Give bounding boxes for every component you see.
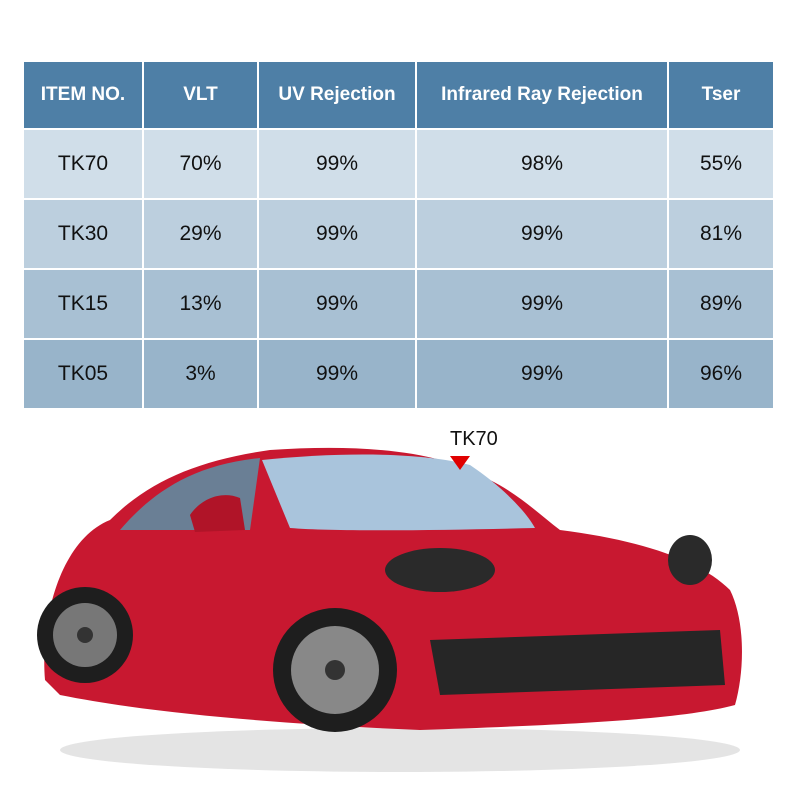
header-cell: Tser <box>667 60 775 130</box>
tint-label: TK70 <box>450 428 498 450</box>
table-cell: 96% <box>667 338 775 410</box>
table-cell: TK15 <box>22 268 144 340</box>
table-cell: 99% <box>257 198 417 270</box>
table-cell: 99% <box>257 268 417 340</box>
table-cell: 99% <box>415 268 669 340</box>
table-row: TK15 13% 99% 99% 89% <box>22 268 775 340</box>
header-cell: UV Rejection <box>257 60 417 130</box>
table-cell: 99% <box>415 338 669 410</box>
table-cell: 99% <box>257 338 417 410</box>
table-cell: 81% <box>667 198 775 270</box>
table-cell: 98% <box>415 128 669 200</box>
car-image <box>37 447 742 772</box>
table-cell: 99% <box>415 198 669 270</box>
table-cell: 70% <box>142 128 259 200</box>
table-row: TK05 3% 99% 99% 96% <box>22 338 775 410</box>
table-body: TK70 70% 99% 98% 55% TK30 29% 99% 99% 81% TK15 13% 9… <box>22 128 775 410</box>
table-cell: 13% <box>142 268 259 340</box>
spec-table: ITEM NO. VLT UV Rejection Infrared Ray Reje… <box>22 60 775 410</box>
table-cell: TK05 <box>22 338 144 410</box>
table-cell: 55% <box>667 128 775 200</box>
table-cell: TK30 <box>22 198 144 270</box>
header-row: ITEM NO. VLT UV Rejection Infrared Ray Reje… <box>22 60 775 130</box>
header-cell: VLT <box>142 60 259 130</box>
header-cell: Infrared Ray Rejection <box>415 60 669 130</box>
table-cell: 89% <box>667 268 775 340</box>
table-row: TK30 29% 99% 99% 81% <box>22 198 775 270</box>
header-cell: ITEM NO. <box>22 60 144 130</box>
table-cell: 3% <box>142 338 259 410</box>
table-row: TK70 70% 99% 98% 55% <box>22 128 775 200</box>
table-cell: 99% <box>257 128 417 200</box>
table-cell: TK70 <box>22 128 144 200</box>
table-cell: 29% <box>142 198 259 270</box>
